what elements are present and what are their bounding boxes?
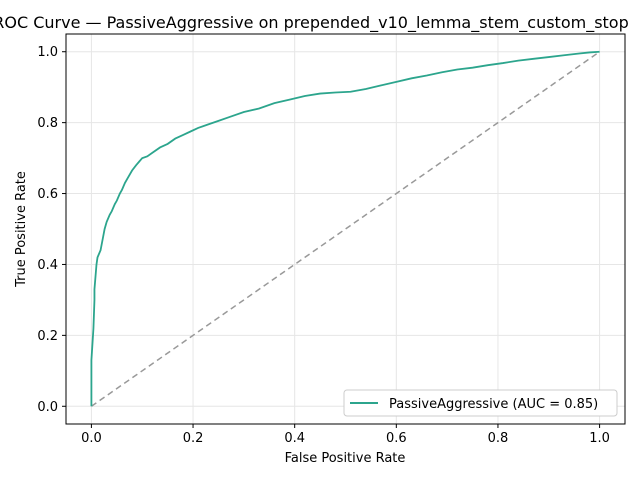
plot-area bbox=[65, 33, 626, 425]
x-tick-label: 0.4 bbox=[284, 431, 305, 446]
y-tick-label: 0.4 bbox=[37, 258, 58, 273]
x-tick-label: 0.0 bbox=[81, 431, 102, 446]
reference-line bbox=[90, 51, 601, 407]
legend: PassiveAggressive (AUC = 0.85) bbox=[343, 389, 618, 417]
y-axis-label: True Positive Rate bbox=[14, 171, 29, 288]
x-tick-label: 0.2 bbox=[183, 431, 204, 446]
y-tick-label: 0.6 bbox=[37, 187, 58, 202]
y-ticks: 0.0 0.2 0.4 0.6 0.8 1.0 bbox=[37, 45, 66, 415]
x-tick-label: 0.6 bbox=[386, 431, 407, 446]
x-ticks: 0.0 0.2 0.4 0.6 0.8 1.0 bbox=[81, 424, 610, 446]
y-tick-label: 0.0 bbox=[37, 400, 58, 415]
y-tick-label: 0.8 bbox=[37, 116, 58, 131]
y-tick-label: 1.0 bbox=[37, 45, 58, 60]
y-tick-label: 0.2 bbox=[37, 329, 58, 344]
legend-box bbox=[343, 389, 618, 417]
x-axis-label: False Positive Rate bbox=[285, 451, 406, 466]
x-tick-label: 0.8 bbox=[488, 431, 509, 446]
legend-entry: PassiveAggressive (AUC = 0.85) bbox=[389, 397, 598, 412]
roc-series-line bbox=[90, 50, 600, 407]
x-tick-label: 1.0 bbox=[589, 431, 610, 446]
chart-title: ROC Curve — PassiveAggressive on prepend… bbox=[0, 13, 629, 33]
